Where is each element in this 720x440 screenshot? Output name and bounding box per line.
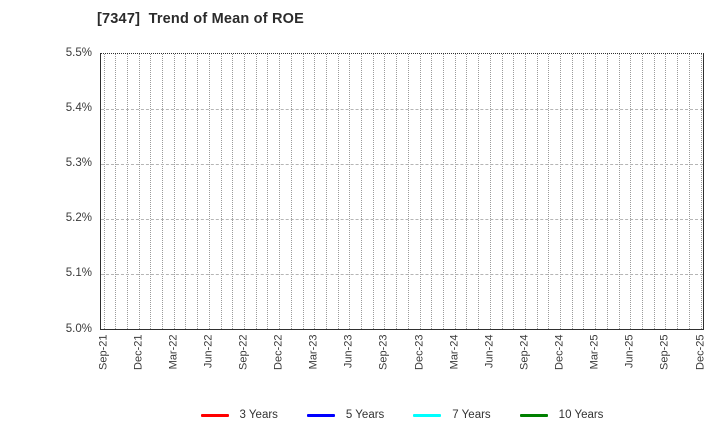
x-tick-label: Sep-22	[237, 334, 250, 370]
legend-line-swatch	[200, 413, 229, 417]
legend-item: 10 Years	[519, 409, 604, 421]
vertical-gridline	[466, 54, 468, 329]
legend-item: 7 Years	[413, 409, 491, 421]
legend-item: 5 Years	[306, 409, 385, 421]
legend-label: 7 Years	[452, 409, 491, 421]
x-tick-label: Dec-22	[272, 334, 285, 370]
vertical-gridline	[197, 54, 199, 329]
vertical-gridline	[220, 54, 222, 329]
vertical-gridline	[162, 54, 164, 329]
vertical-gridline	[349, 54, 351, 329]
y-tick-label: 5.5%	[65, 46, 92, 59]
vertical-gridline	[524, 54, 526, 329]
vertical-gridline	[103, 54, 105, 329]
vertical-gridline	[208, 54, 210, 329]
vertical-gridline	[606, 54, 608, 329]
vertical-gridline	[419, 54, 421, 329]
vertical-gridline	[384, 54, 386, 329]
y-tick-label: 5.3%	[65, 156, 92, 169]
vertical-gridline	[361, 54, 363, 329]
y-tick-label: 5.2%	[65, 212, 92, 225]
vertical-gridline	[279, 54, 281, 329]
vertical-gridline	[337, 54, 339, 329]
vertical-gridline	[501, 54, 503, 329]
vertical-gridline	[513, 54, 515, 329]
vertical-gridline	[115, 54, 117, 329]
y-tick-label: 5.4%	[65, 101, 92, 114]
series-lines	[101, 54, 703, 329]
x-tick-label: Sep-25	[658, 334, 671, 370]
legend: 3 Years 5 Years 7 Years 10 Years	[100, 404, 704, 426]
x-tick-label: Dec-25	[694, 334, 706, 370]
legend-item: 3 Years	[200, 409, 278, 421]
x-tick-label: Sep-23	[377, 334, 390, 370]
vertical-gridline	[489, 54, 491, 329]
x-tick-label: Mar-22	[167, 334, 180, 370]
vertical-gridline	[372, 54, 374, 329]
vertical-gridline	[665, 54, 667, 329]
y-tick-label: 5.1%	[65, 267, 92, 280]
vertical-gridline	[630, 54, 632, 329]
vertical-gridline	[618, 54, 620, 329]
x-tick-label: Mar-23	[307, 334, 320, 370]
vertical-gridline	[431, 54, 433, 329]
vertical-gridline	[478, 54, 480, 329]
horizontal-gridline	[101, 109, 703, 110]
vertical-gridline	[255, 54, 257, 329]
x-tick-label: Mar-24	[448, 334, 461, 370]
vertical-gridline	[150, 54, 152, 329]
horizontal-gridline	[101, 219, 703, 220]
horizontal-gridline	[101, 274, 703, 275]
vertical-gridline	[314, 54, 316, 329]
legend-line-swatch	[519, 413, 548, 417]
vertical-gridline	[571, 54, 573, 329]
chart-title: [7347] Trend of Mean of ROE	[97, 11, 305, 27]
vertical-gridline	[185, 54, 187, 329]
vertical-gridline	[126, 54, 128, 329]
x-tick-label: Dec-24	[553, 334, 566, 370]
vertical-gridline	[548, 54, 550, 329]
x-tick-label: Sep-24	[518, 334, 531, 370]
vertical-gridline	[560, 54, 562, 329]
vertical-gridline	[454, 54, 456, 329]
vertical-gridline	[138, 54, 140, 329]
legend-line-swatch	[413, 413, 442, 417]
vertical-gridline	[407, 54, 409, 329]
legend-label: 5 Years	[345, 409, 385, 421]
plot-area	[100, 53, 704, 330]
x-tick-label: Dec-21	[132, 334, 145, 370]
x-tick-label: Jun-25	[623, 334, 636, 369]
x-tick-label: Dec-23	[413, 334, 426, 370]
legend-label: 3 Years	[239, 409, 278, 421]
vertical-gridline	[243, 54, 245, 329]
vertical-gridline	[442, 54, 444, 329]
vertical-gridline	[583, 54, 585, 329]
vertical-gridline	[173, 54, 175, 329]
vertical-gridline	[653, 54, 655, 329]
vertical-gridline	[677, 54, 679, 329]
x-tick-label: Sep-21	[97, 334, 109, 370]
vertical-gridline	[325, 54, 327, 329]
vertical-gridline	[688, 54, 690, 329]
vertical-gridline	[302, 54, 304, 329]
vertical-gridline	[232, 54, 234, 329]
x-tick-label: Jun-23	[342, 334, 355, 369]
vertical-gridline	[396, 54, 398, 329]
vertical-gridline	[595, 54, 597, 329]
x-tick-label: Mar-25	[588, 334, 601, 370]
legend-line-swatch	[306, 413, 335, 417]
x-tick-label: Jun-24	[483, 334, 496, 369]
vertical-gridline	[536, 54, 538, 329]
x-tick-label: Jun-22	[202, 334, 215, 369]
horizontal-gridline	[101, 164, 703, 165]
vertical-gridline	[700, 54, 702, 329]
vertical-gridline	[267, 54, 269, 329]
legend-label: 10 Years	[558, 409, 604, 421]
vertical-gridline	[641, 54, 643, 329]
vertical-gridline	[290, 54, 292, 329]
y-tick-label: 5.0%	[65, 322, 92, 335]
